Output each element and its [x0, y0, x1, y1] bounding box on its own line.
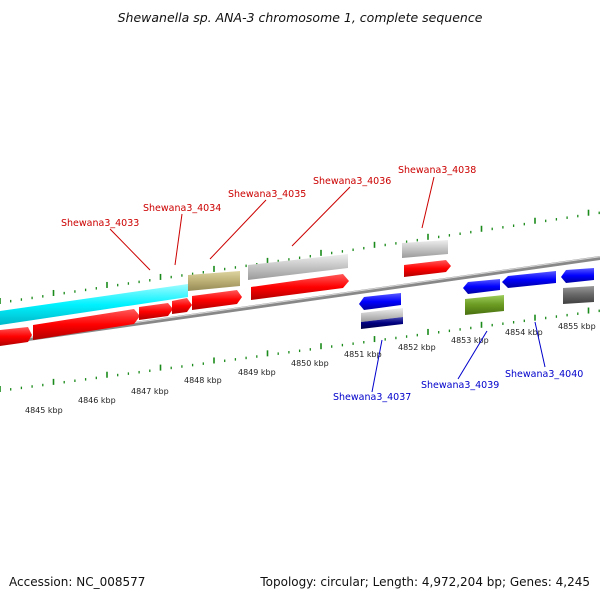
lower-tick-ruler [0, 307, 600, 392]
gene-block-gray-small[interactable] [361, 308, 403, 322]
gene-label-4037[interactable]: Shewana3_4037 [333, 392, 411, 403]
gene-arrow-red[interactable] [192, 290, 242, 310]
leader-line [291, 186, 351, 247]
gene-label-4040[interactable]: Shewana3_4040 [505, 369, 583, 380]
gene-block-gray[interactable] [402, 240, 448, 258]
gene-arrow-red[interactable] [251, 274, 349, 300]
gene-label-4036[interactable]: Shewana3_4036 [313, 176, 391, 187]
gene-block-navy[interactable] [361, 317, 403, 329]
leader-line [371, 339, 383, 393]
gene-arrow-red[interactable] [139, 303, 173, 320]
gene-block-dark[interactable] [563, 286, 594, 304]
plus-gene-labels: Shewana3_4033 Shewana3_4034 Shewana3_403… [61, 165, 476, 271]
accession-text: Accession: NC_008577 [9, 575, 146, 589]
gene-label-4033[interactable]: Shewana3_4033 [61, 218, 139, 229]
gene-arrow-red[interactable] [33, 309, 140, 340]
gene-label-4034[interactable]: Shewana3_4034 [143, 203, 221, 214]
gene-label-4035[interactable]: Shewana3_4035 [228, 189, 306, 200]
kbp-label: 4853 kbp [451, 336, 489, 345]
gene-arrow-red[interactable] [0, 327, 32, 346]
gene-arrow-blue[interactable] [561, 268, 594, 283]
minus-strand-genes [359, 268, 594, 329]
leader-line [109, 228, 151, 271]
gene-arrow-red[interactable] [404, 260, 451, 277]
gene-arrow-red[interactable] [172, 298, 192, 314]
leader-line [457, 330, 488, 380]
map-title: Shewanella sp. ANA-3 chromosome 1, compl… [117, 10, 483, 25]
kbp-label: 4846 kbp [78, 396, 116, 405]
topology-summary: Topology: circular; Length: 4,972,204 bp… [260, 575, 590, 589]
upper-blocks [0, 240, 448, 325]
gene-block-gray[interactable] [248, 254, 348, 280]
plus-strand-genes [0, 260, 451, 346]
gene-label-4039[interactable]: Shewana3_4039 [421, 380, 499, 391]
kbp-label: 4847 kbp [131, 387, 169, 396]
kbp-label: 4851 kbp [344, 350, 382, 359]
kbp-scale-labels: 4845 kbp 4846 kbp 4847 kbp 4848 kbp 4849… [25, 322, 596, 415]
leader-line [174, 213, 183, 266]
gene-block-cyan[interactable] [0, 284, 188, 325]
kbp-label: 4854 kbp [505, 328, 543, 337]
kbp-label: 4850 kbp [291, 359, 329, 368]
upper-tick-ruler [0, 209, 600, 304]
kbp-label: 4852 kbp [398, 343, 436, 352]
minus-gene-labels: Shewana3_4037 Shewana3_4039 Shewana3_404… [333, 321, 583, 403]
kbp-label: 4848 kbp [184, 376, 222, 385]
kbp-label: 4849 kbp [238, 368, 276, 377]
gene-block-olive[interactable] [188, 271, 240, 291]
gene-label-4038[interactable]: Shewana3_4038 [398, 165, 476, 176]
leader-line [209, 199, 267, 260]
gene-block-green[interactable] [465, 295, 504, 315]
leader-line [421, 176, 435, 229]
leader-line [534, 321, 546, 368]
gene-arrow-blue[interactable] [463, 279, 500, 294]
kbp-label: 4845 kbp [25, 406, 63, 415]
kbp-label: 4855 kbp [558, 322, 596, 331]
gene-arrow-blue[interactable] [359, 293, 401, 310]
gene-arrow-blue[interactable] [502, 271, 556, 288]
